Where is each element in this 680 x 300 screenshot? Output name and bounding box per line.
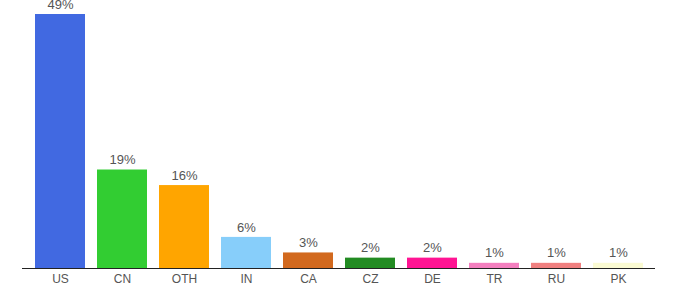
svg-text:CN: CN bbox=[114, 272, 131, 286]
svg-text:CZ: CZ bbox=[363, 272, 379, 286]
svg-text:49%: 49% bbox=[47, 0, 73, 12]
svg-text:1%: 1% bbox=[609, 245, 628, 260]
svg-text:19%: 19% bbox=[109, 152, 135, 167]
svg-text:2%: 2% bbox=[361, 240, 380, 255]
svg-text:6%: 6% bbox=[237, 220, 256, 235]
svg-text:US: US bbox=[52, 272, 69, 286]
svg-text:OTH: OTH bbox=[172, 272, 197, 286]
svg-text:TR: TR bbox=[487, 272, 503, 286]
svg-text:3%: 3% bbox=[299, 235, 318, 250]
svg-text:IN: IN bbox=[241, 272, 253, 286]
svg-text:2%: 2% bbox=[423, 240, 442, 255]
svg-text:DE: DE bbox=[424, 272, 441, 286]
svg-text:PK: PK bbox=[610, 272, 626, 286]
svg-text:1%: 1% bbox=[547, 245, 566, 260]
svg-text:1%: 1% bbox=[485, 245, 504, 260]
svg-text:16%: 16% bbox=[171, 168, 197, 183]
svg-text:CA: CA bbox=[300, 272, 317, 286]
svg-text:RU: RU bbox=[548, 272, 565, 286]
